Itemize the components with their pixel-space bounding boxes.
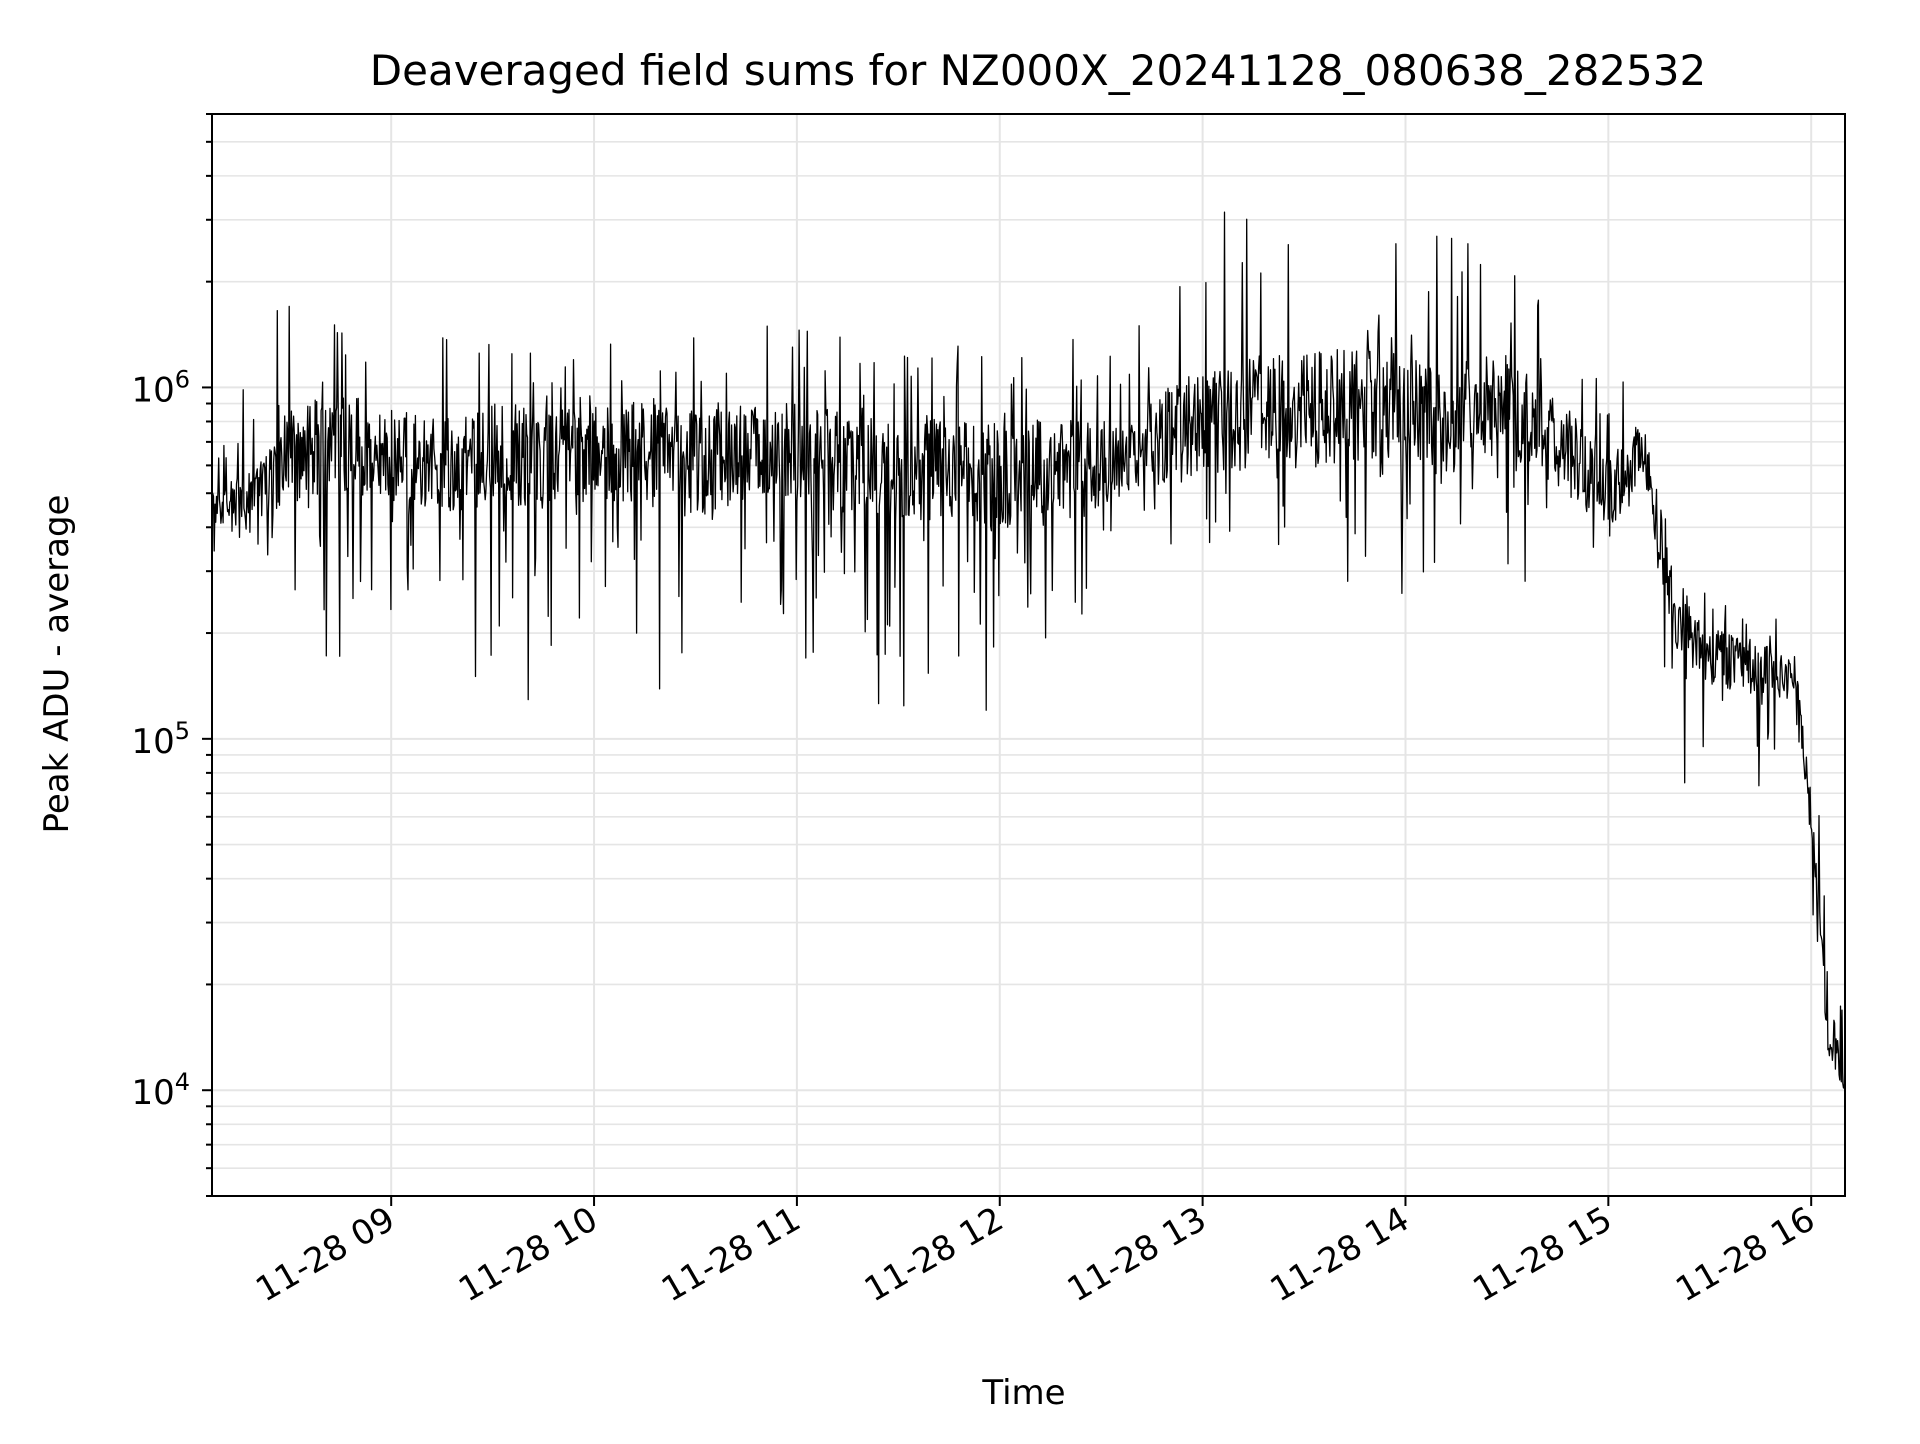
x-tick-label: 11-28 15 bbox=[1466, 1199, 1618, 1310]
series-line bbox=[211, 211, 1846, 1089]
x-tick-label: 11-28 14 bbox=[1264, 1199, 1416, 1310]
x-tick-label: 11-28 13 bbox=[1061, 1199, 1213, 1310]
x-tick-label: 11-28 12 bbox=[858, 1199, 1010, 1310]
x-axis-label: Time bbox=[981, 1373, 1065, 1413]
x-tick-label: 11-28 09 bbox=[249, 1199, 401, 1310]
x-axis: 11-28 09 11-28 10 11-28 11 11-28 12 11-28 13… bbox=[249, 1196, 1822, 1310]
grid bbox=[212, 113, 1845, 1197]
y-tick-label: 104 bbox=[131, 1068, 190, 1113]
y-tick-label: 106 bbox=[131, 365, 190, 410]
y-axis: 104 105 106 bbox=[131, 113, 212, 1197]
x-tick-label: 11-28 16 bbox=[1669, 1199, 1821, 1310]
chart-title: Deaveraged field sums for NZ000X_2024112… bbox=[370, 46, 1706, 95]
y-axis-label: Peak ADU - average bbox=[37, 495, 77, 834]
plot-frame bbox=[211, 113, 1846, 1197]
y-tick-label: 105 bbox=[131, 717, 190, 762]
plot-area bbox=[211, 211, 1846, 1089]
x-tick-label: 11-28 10 bbox=[452, 1199, 604, 1310]
x-tick-label: 11-28 11 bbox=[655, 1199, 807, 1310]
